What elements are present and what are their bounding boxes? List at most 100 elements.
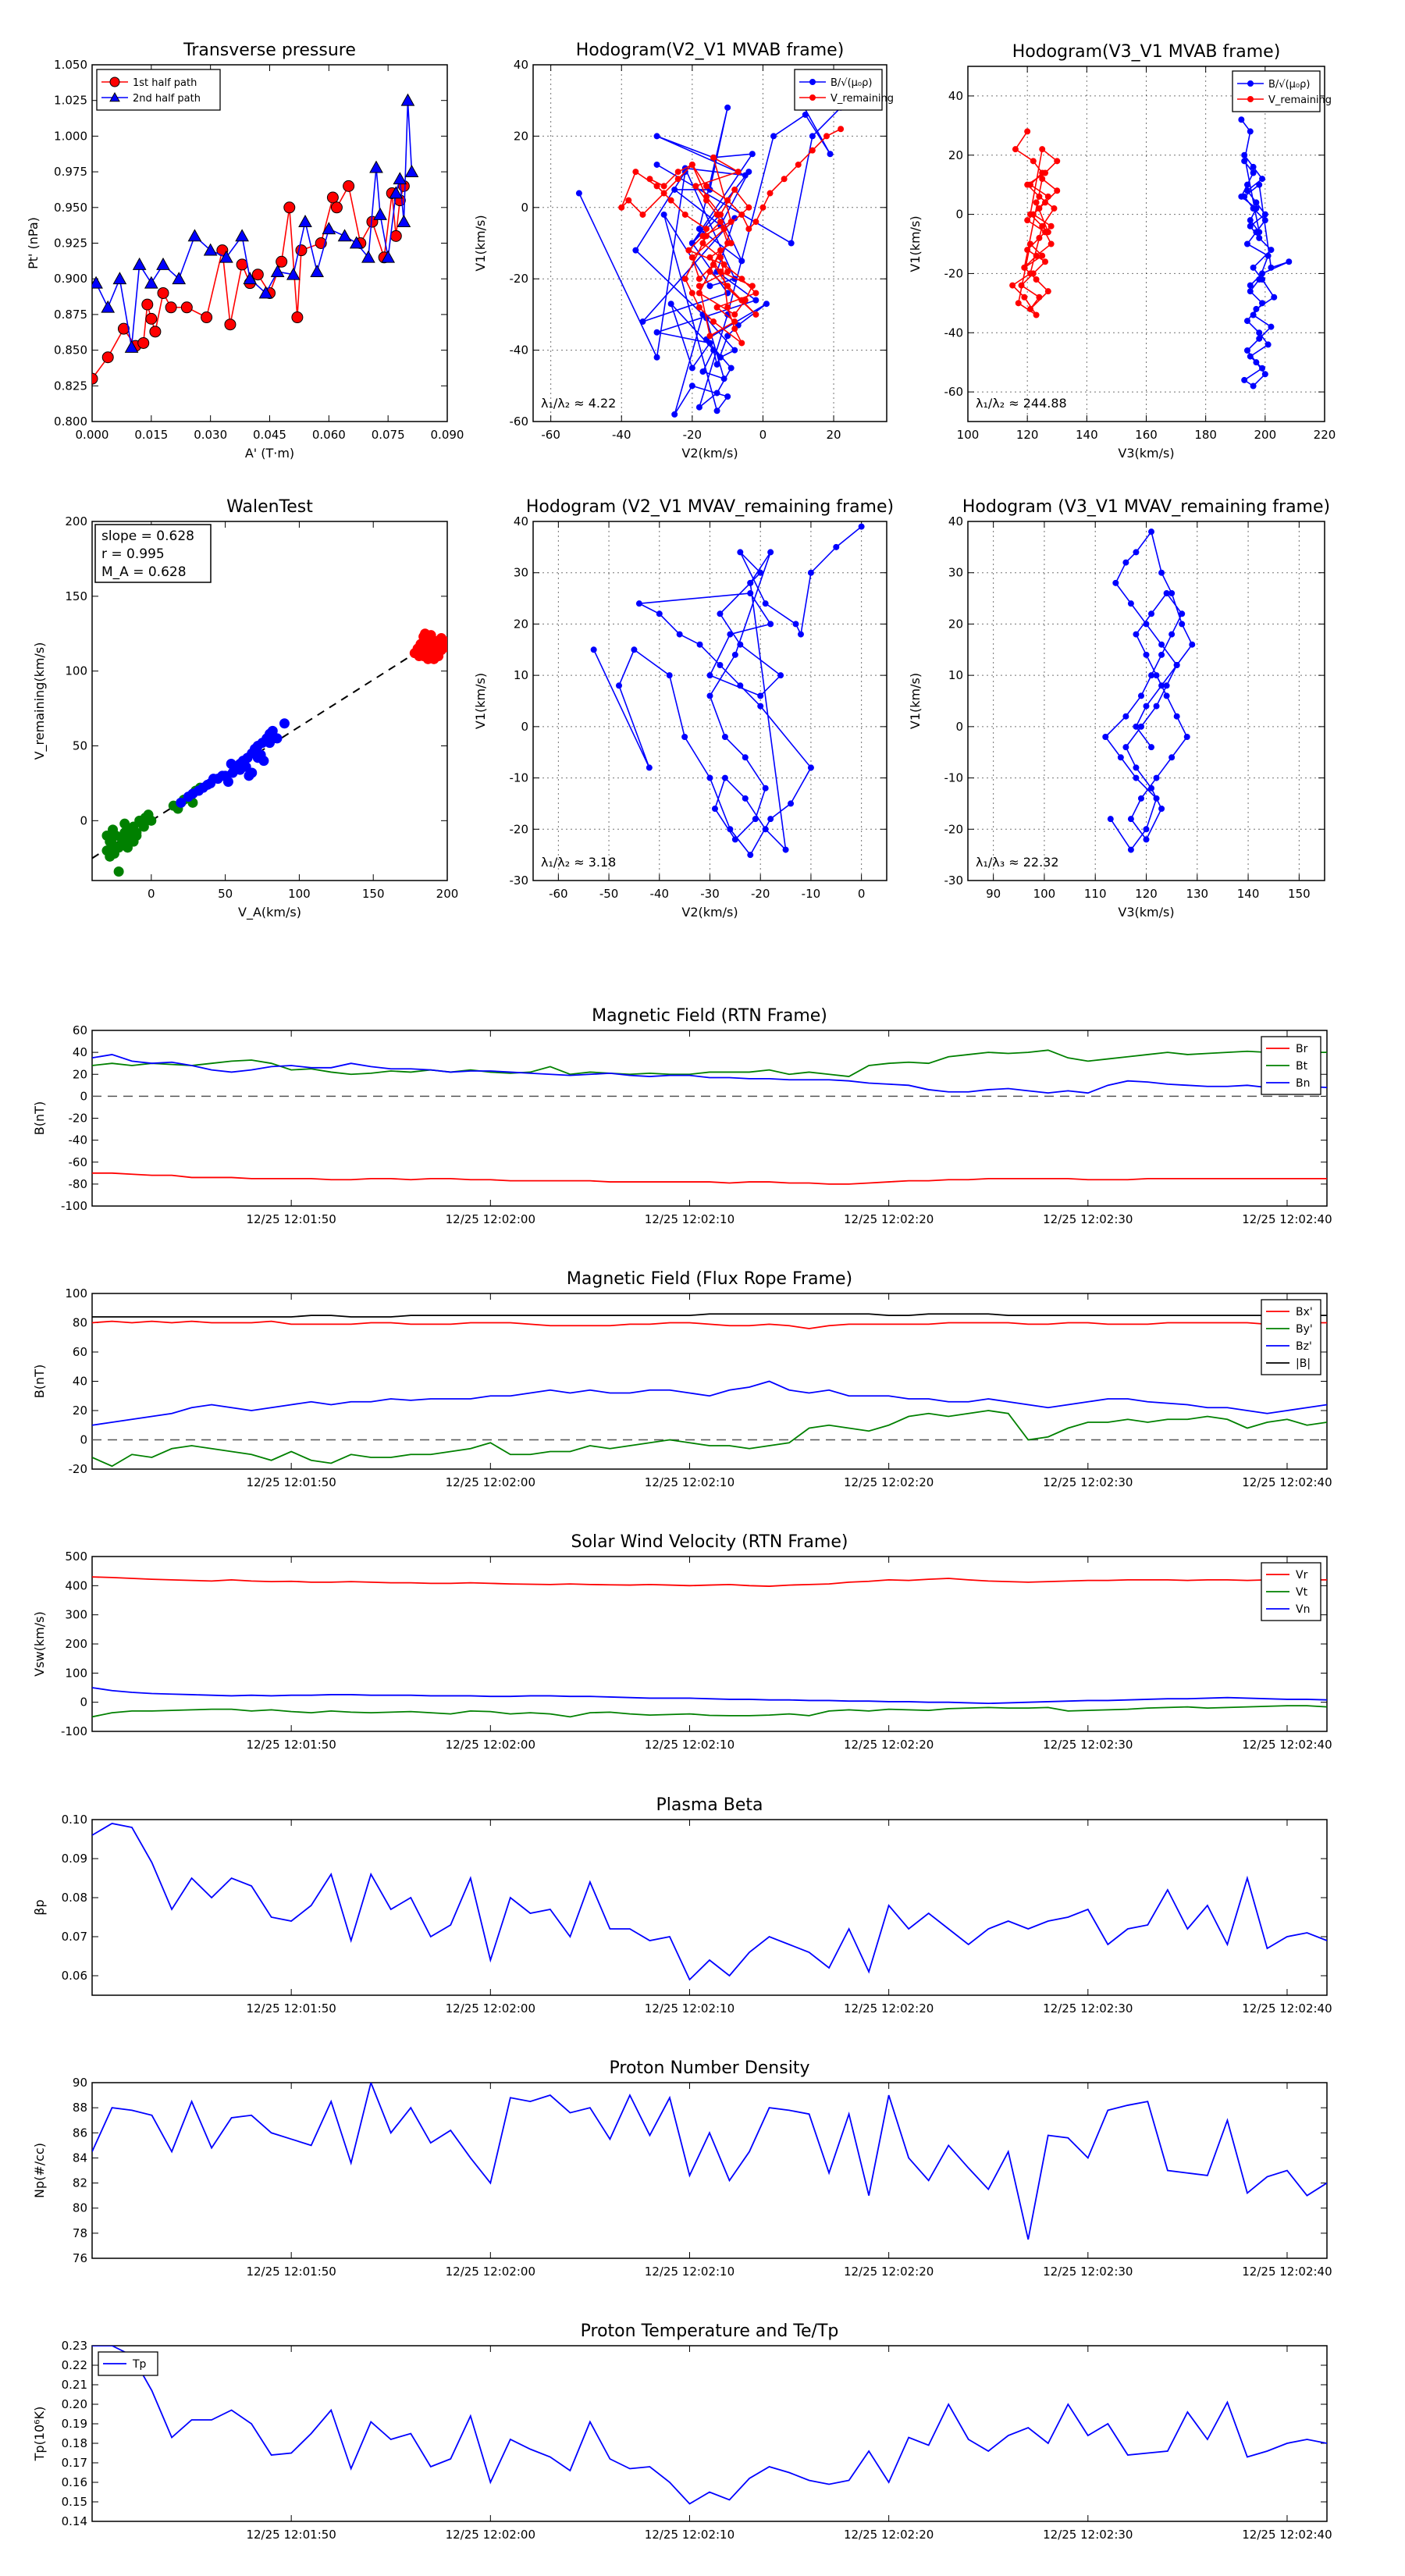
chart-walen-test: 0 50 100 150 200 0 50 100 150 200 WalenTest V_A(km/… [32, 497, 458, 920]
x-tick-label: 200 [1254, 428, 1277, 442]
y-tick-label: 80 [73, 2201, 87, 2215]
y-tick-label: -10 [944, 771, 964, 785]
data-point [1039, 176, 1046, 183]
x-tick-label: 0 [858, 887, 866, 901]
data-point [247, 767, 258, 778]
data-point [1024, 247, 1031, 254]
data-point [1030, 158, 1037, 165]
data-point [235, 764, 246, 775]
y-axis-label: V1(km/s) [908, 673, 923, 729]
data-point [737, 641, 744, 648]
data-point [717, 269, 724, 276]
data-point [276, 255, 288, 268]
data-point [706, 254, 713, 261]
data-point [1179, 621, 1186, 628]
data-point [1256, 181, 1263, 188]
data-point [226, 759, 237, 769]
data-point [326, 191, 339, 204]
y-tick-label: 78 [73, 2226, 87, 2240]
data-point [653, 161, 660, 168]
stats-text: slope = 0.628 [101, 528, 194, 544]
data-point [1243, 181, 1250, 188]
data-point [767, 816, 774, 823]
x-tick-label: 90 [986, 887, 1001, 901]
data-point [1250, 169, 1257, 176]
legend-label: Vn [1296, 1603, 1310, 1616]
data-point [639, 211, 646, 218]
data-point [720, 226, 727, 233]
chart-proton-temp: 0.14 0.15 0.16 0.17 0.18 0.19 0.20 0.21 0.22 0.23… [32, 2322, 1332, 2542]
y-tick-label: 1.000 [54, 129, 87, 143]
y-tick-label: 200 [65, 1637, 87, 1651]
data-point [646, 764, 653, 771]
y-tick-label: 86 [73, 2126, 87, 2140]
data-point [108, 824, 119, 835]
data-point [762, 826, 769, 833]
data-point [699, 368, 706, 375]
data-point [1127, 846, 1134, 853]
data-point [731, 311, 738, 318]
y-tick-label: -20 [944, 266, 964, 280]
data-point [1261, 217, 1268, 224]
data-point [208, 774, 219, 785]
data-point [713, 390, 720, 397]
y-tick-label: -60 [944, 385, 964, 399]
data-point [1143, 703, 1150, 710]
series-line [592, 525, 863, 856]
data-point [685, 247, 692, 254]
y-tick-label: 0.16 [62, 2475, 87, 2489]
y-tick-label: 10 [948, 668, 963, 682]
data-point [1148, 528, 1155, 535]
y-axis-label: V1(km/s) [473, 673, 488, 729]
data-point [688, 254, 695, 261]
y-tick-label: 82 [73, 2176, 87, 2190]
data-point [1036, 205, 1043, 212]
data-point [101, 300, 116, 313]
data-point [1036, 294, 1043, 301]
legend-label: Bt [1296, 1060, 1308, 1073]
data-point [92, 372, 98, 385]
x-axis-label: A' (T·m) [245, 446, 294, 461]
data-point [747, 590, 754, 596]
data-point [113, 866, 124, 877]
data-point [1268, 264, 1275, 271]
data-point [1102, 734, 1109, 740]
data-point [272, 733, 283, 744]
x-tick-label: 12/25 12:02:10 [645, 2001, 735, 2016]
x-axis-label: V3(km/s) [1118, 446, 1174, 461]
data-point [1044, 229, 1051, 236]
x-tick-label: -40 [650, 887, 670, 901]
data-point [1044, 288, 1051, 295]
data-point [400, 93, 415, 106]
data-point [1153, 703, 1160, 710]
data-point [737, 549, 744, 556]
series-line [92, 1705, 1327, 1718]
data-point [1250, 382, 1257, 390]
x-tick-label: 12/25 12:02:00 [446, 1212, 535, 1226]
legend-label: By' [1296, 1323, 1313, 1336]
data-point [792, 621, 799, 628]
y-axis-label: V1(km/s) [908, 215, 923, 272]
data-point [809, 133, 816, 140]
y-tick-label: 0.975 [54, 165, 87, 179]
x-tick-label: 12/25 12:02:10 [645, 2265, 735, 2279]
y-tick-label: 60 [73, 1023, 87, 1037]
series-line [92, 1320, 1327, 1329]
x-tick-label: 12/25 12:02:30 [1043, 2265, 1133, 2279]
series-line [92, 1054, 1327, 1094]
data-point [738, 211, 745, 218]
data-point [727, 219, 735, 226]
data-point [265, 738, 275, 749]
data-point [742, 795, 749, 802]
legend-label: 1st half path [133, 77, 197, 89]
data-point [1122, 559, 1129, 566]
legend-box [96, 69, 221, 111]
data-point [763, 301, 770, 308]
data-point [827, 151, 834, 158]
data-point [674, 176, 681, 183]
legend-label: Bn [1296, 1077, 1310, 1090]
x-tick-label: 120 [1135, 887, 1158, 901]
data-point [635, 600, 642, 607]
plot-area [92, 93, 419, 385]
data-point [660, 211, 667, 218]
